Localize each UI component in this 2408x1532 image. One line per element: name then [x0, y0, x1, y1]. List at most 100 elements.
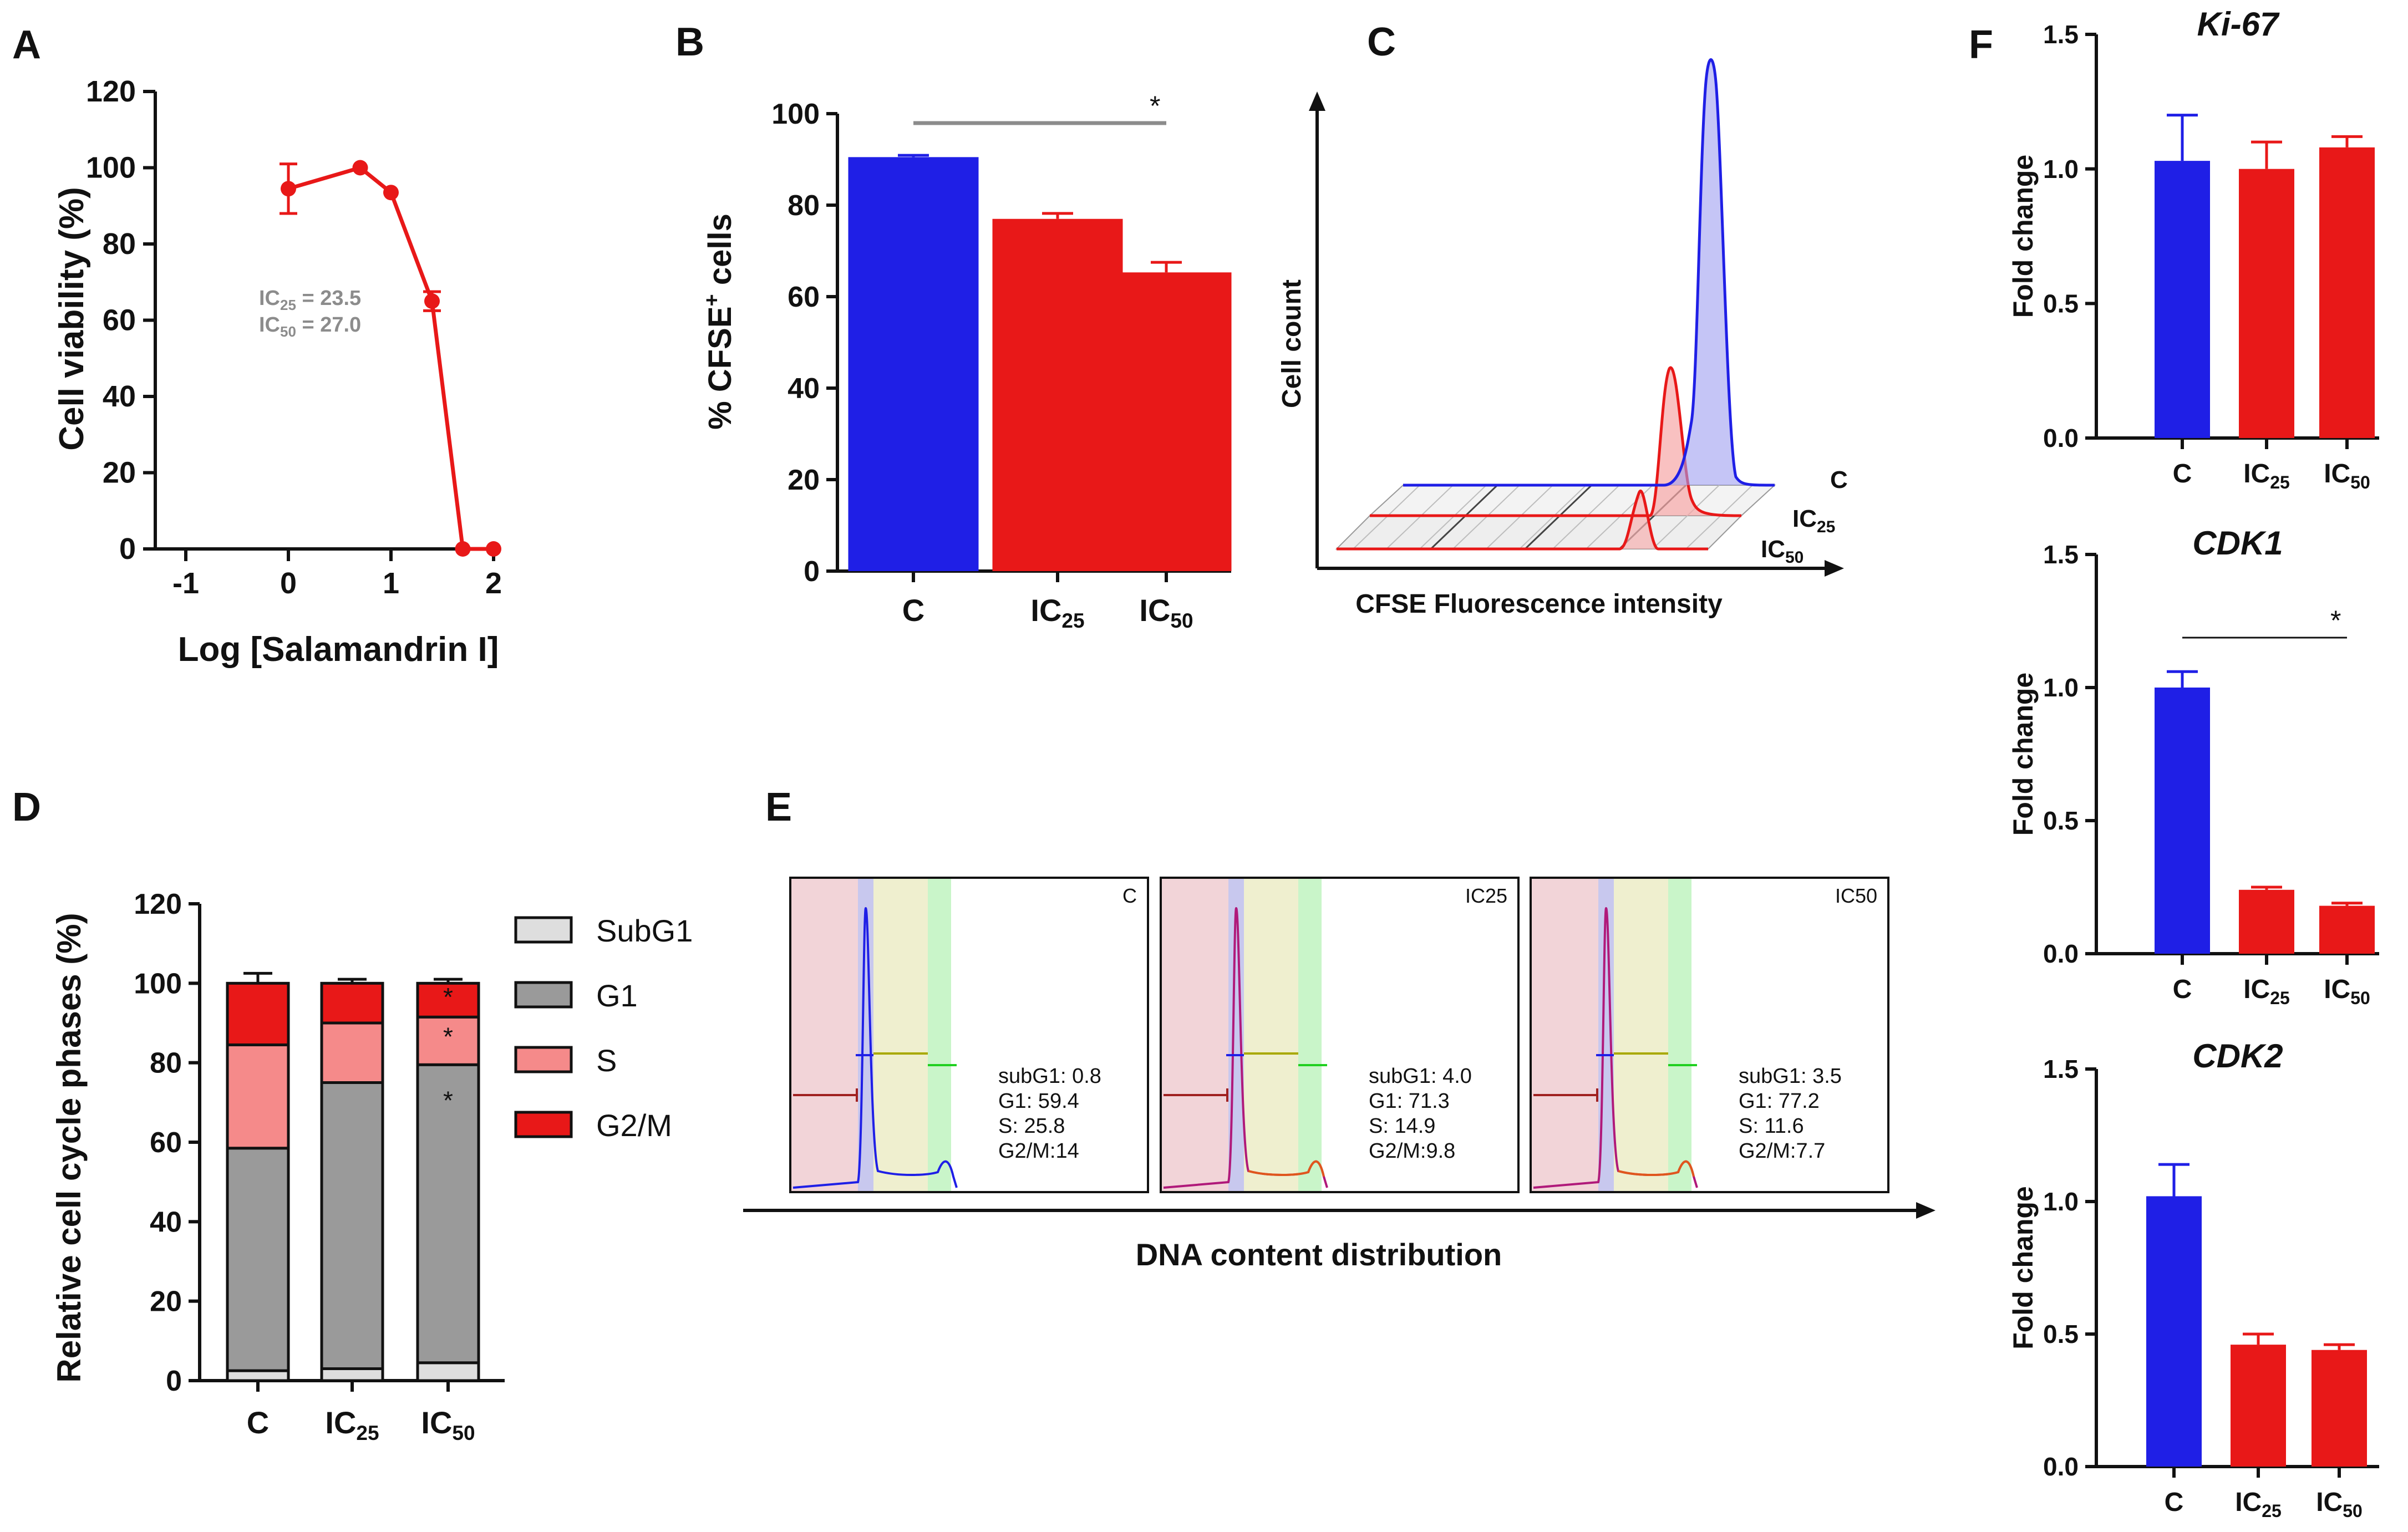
f-ki67-ylabel: Fold change [2008, 155, 2039, 318]
b-ytick-label: 80 [788, 190, 820, 222]
d-segment-g2m [416, 981, 480, 1019]
e-panel-1-stat-line: S: 25.8 [998, 1114, 1065, 1138]
b-category-label: IC50 [1139, 593, 1193, 632]
d-legend-label-s: S [596, 1043, 617, 1078]
d-ytick-label: 40 [150, 1206, 182, 1238]
b-category-label-sub: 50 [1170, 609, 1193, 632]
a-ic25-sub: 25 [280, 297, 296, 313]
d-segment-s [320, 1021, 384, 1084]
f-cdk2-category-label: IC50 [2316, 1488, 2363, 1521]
c-xlabel: CFSE Fluorescence intensity [1355, 589, 1723, 619]
f-ki67-bar [2155, 161, 2210, 438]
f-cdk2-bar [2231, 1345, 2286, 1467]
d-legend-label-subg1: SubG1 [596, 913, 693, 948]
c-legend-ic25: IC25 [1792, 505, 1835, 536]
d-legend-swatch-s [514, 1046, 573, 1073]
d-asterisk-g1: * [443, 1086, 453, 1114]
f-ki67-ytick-label: 1.5 [2043, 20, 2079, 49]
a-data-point [455, 541, 471, 557]
f-ki67-ytick-label: 0.5 [2043, 289, 2079, 318]
panel-a-line-chart: Cell viability (%) Log [Salamandrin I] I… [53, 75, 502, 669]
d-ytick-label: 120 [134, 888, 182, 920]
e-panel-2-label: IC25 [1465, 884, 1507, 907]
f-cdk2-ytick-label: 0.5 [2043, 1320, 2079, 1348]
f-cdk2-category-label: C [2165, 1488, 2184, 1517]
a-xtick-label: -1 [172, 567, 199, 600]
f-cdk2-ylabel: Fold change [2008, 1186, 2039, 1349]
f-cdk1-category-label: C [2173, 975, 2192, 1004]
e-panel-3-label: IC50 [1835, 884, 1877, 907]
d-legend-label-g2m: G2/M [596, 1108, 672, 1143]
d-asterisk-g2m: * [443, 983, 453, 1011]
d-category-label-sub: 50 [452, 1422, 475, 1444]
b-ytick-label: 100 [771, 98, 820, 130]
e-panel-2-subg1-band [1162, 879, 1228, 1191]
a-xlabel: Log [Salamandrin I] [178, 630, 499, 669]
b-ytick-label: 20 [788, 464, 820, 496]
f-ki67-category-label-sub: 50 [2350, 472, 2370, 492]
b-bar [1101, 272, 1232, 571]
a-xtick-label: 1 [383, 567, 399, 600]
e-panel-1-stat-line: G2/M:14 [998, 1139, 1079, 1163]
f-ki67-title: Ki-67 [2197, 6, 2280, 43]
f-cdk1-ytick-label: 1.0 [2043, 673, 2079, 702]
f-ki67-category-label-sub: 25 [2270, 472, 2290, 492]
d-segment-g2m [226, 981, 290, 1046]
f-cdk2-category-label-main: IC [2316, 1488, 2343, 1517]
e-panel-3-s-band [1614, 879, 1668, 1191]
c-floor-ic25 [1335, 515, 1743, 549]
c-legend-ic50-sub: 50 [1785, 548, 1804, 567]
f-cdk2-category-label-sub: 25 [2262, 1501, 2282, 1521]
f-ki67-category-label-main: C [2173, 459, 2192, 488]
f-cdk1-bar [2239, 889, 2294, 954]
d-category-label-main: C [247, 1405, 269, 1440]
d-segment-g1 [226, 1147, 290, 1372]
d-category-label-sub: 25 [356, 1422, 379, 1444]
f-ki67-bar [2239, 169, 2294, 438]
f-cdk2-bar [2146, 1196, 2202, 1467]
c-legend-c-main: C [1830, 466, 1848, 493]
panel-c-cfse-histogram: CFSE Fluorescence intensity Cell count C… [1277, 58, 1848, 619]
a-ic50-sub: 50 [280, 323, 296, 340]
e-xlabel: DNA content distribution [1136, 1237, 1502, 1272]
c-legend-ic25-sub: 25 [1817, 518, 1835, 536]
d-segment-g2m [320, 981, 384, 1025]
d-segment-g1 [320, 1081, 384, 1370]
a-ytick-label: 60 [103, 304, 136, 337]
c-legend-ic50-main: IC [1761, 536, 1785, 563]
f-cdk1-ytick-label: 0.0 [2043, 939, 2079, 968]
d-segment-s [226, 1043, 290, 1150]
f-cdk1-category-label: IC50 [2324, 975, 2370, 1008]
b-bar [992, 218, 1123, 571]
f-ki67-bar [2319, 147, 2375, 439]
f-cdk1-category-label-main: IC [2324, 975, 2350, 1004]
e-panel-3-stat-line: S: 11.6 [1739, 1114, 1804, 1138]
f-cdk2-ytick-label: 1.5 [2043, 1055, 2079, 1083]
a-ic25-pre: IC [259, 287, 280, 310]
d-category-label-main: IC [325, 1405, 356, 1440]
d-ytick-label: 60 [150, 1127, 182, 1159]
d-segment-subg1 [320, 1367, 384, 1382]
f-cdk1-ytick-label: 1.5 [2043, 540, 2079, 569]
f-ki67-category-label-main: IC [2324, 459, 2350, 488]
b-category-label-sub: 25 [1061, 609, 1084, 632]
d-segment-subg1 [416, 1361, 480, 1382]
panel-label-f: F [1969, 23, 1993, 67]
b-ylabel-post: cells [702, 213, 738, 294]
panel-label-b: B [675, 20, 704, 64]
b-ylabel-sup: + [700, 294, 724, 306]
d-category-label: IC50 [421, 1405, 475, 1444]
f-ki67-category-label: IC25 [2243, 459, 2290, 492]
d-legend-label-g1: G1 [596, 978, 638, 1013]
f-cdk1-ylabel: Fold change [2008, 673, 2039, 836]
b-category-label-main: C [902, 593, 924, 628]
d-ylabel: Relative cell cycle phases (%) [50, 913, 88, 1382]
panel-label-d: D [12, 785, 41, 829]
f-cdk1-significance-star: * [2330, 605, 2341, 636]
e-panel-2-stat-line: G2/M:9.8 [1369, 1139, 1455, 1163]
c-legend-ic25-main: IC [1792, 505, 1817, 532]
b-bar [848, 157, 979, 571]
